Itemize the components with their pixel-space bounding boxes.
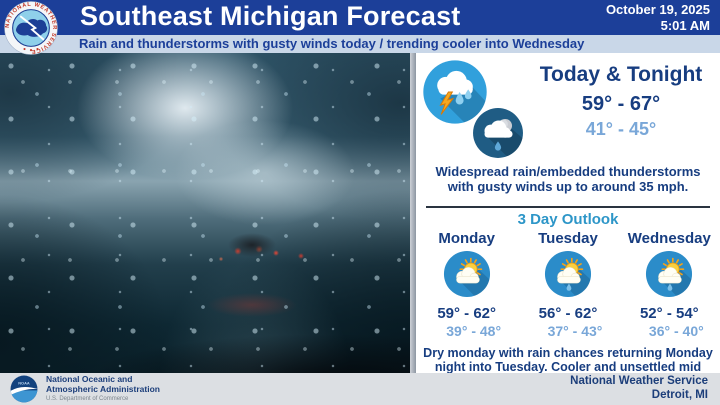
agency-name-line1: National Oceanic and (46, 374, 133, 385)
nws-logo: NATIONAL WEATHER SERVICE (4, 1, 58, 55)
sun-cloud-rain-icon (544, 250, 592, 297)
svg-text:NOAA: NOAA (18, 381, 30, 386)
forecast-panel: Today & Tonight 59° - 67° 41° - 45° Wide… (416, 53, 720, 389)
agency-text-block: National Oceanic and Atmospheric Adminis… (46, 375, 160, 402)
time-text: 5:01 AM (660, 18, 710, 34)
forecast-day-tuesday: Tuesday (517, 230, 618, 339)
office-name: National Weather Service (570, 375, 708, 388)
office-location: Detroit, MI (651, 389, 708, 401)
raindrops-overlay (0, 53, 410, 373)
section-divider-line (426, 205, 710, 208)
today-tonight-high-temp: 59° - 67° (581, 93, 661, 115)
night-rain-cloud-icon (473, 108, 523, 158)
forecast-day-monday: Monday (416, 230, 517, 339)
noaa-logo: NOAA (10, 375, 38, 403)
forecast-day-wednesday: Wednesday (619, 230, 720, 339)
agency-name-line2: Atmospheric Administration (46, 384, 160, 395)
day-low-temp: 37° - 43° (547, 322, 603, 339)
sun-cloud-icon (443, 250, 490, 297)
subtitle-text: Rain and thunderstorms with gusty winds … (79, 36, 585, 51)
outlook-title: 3 Day Outlook (517, 210, 619, 228)
day-high-temp: 59° - 62° (437, 304, 497, 322)
sun-cloud-rain-icon (646, 250, 693, 297)
page-title: Southeast Michigan Forecast (80, 1, 461, 31)
date-text: October 19, 2025 (605, 2, 710, 17)
day-low-temp: 39° - 48° (446, 322, 502, 339)
day-high-temp: 56° - 62° (538, 304, 598, 322)
rainy-windshield-photo (0, 53, 410, 373)
today-tonight-section: Today & Tonight 59° - 67° 41° - 45° (416, 53, 720, 161)
today-tonight-icons (420, 57, 526, 163)
header-bar: Southeast Michigan Forecast October 19, … (0, 0, 720, 35)
today-tonight-summary: Widespread rain/embedded thunderstorms w… (435, 164, 701, 194)
today-tonight-text: Today & Tonight 59° - 67° 41° - 45° (524, 63, 718, 140)
outlook-grid: Monday (416, 230, 720, 339)
day-low-temp: 36° - 40° (648, 322, 704, 339)
footer-bar: NOAA National Oceanic and Atmospheric Ad… (0, 373, 720, 405)
day-name: Monday (438, 229, 495, 247)
date-time-block: October 19, 2025 5:01 AM (606, 2, 710, 35)
day-high-temp: 52° - 54° (639, 304, 699, 322)
noaa-block: NOAA National Oceanic and Atmospheric Ad… (10, 375, 160, 403)
day-name: Tuesday (538, 229, 598, 247)
department-text: U.S. Department of Commerce (46, 395, 129, 402)
panel-divider (410, 53, 416, 373)
outlook-summary: Dry monday with rain chances returning M… (423, 345, 713, 389)
thunderstorm-rain-icon (423, 60, 487, 124)
subtitle-bar: Rain and thunderstorms with gusty winds … (0, 35, 720, 53)
today-tonight-low-temp: 41° - 45° (585, 119, 657, 139)
today-tonight-title: Today & Tonight (539, 63, 703, 86)
office-block: National Weather Service Detroit, MI (570, 375, 708, 403)
day-name: Wednesday (627, 229, 711, 247)
